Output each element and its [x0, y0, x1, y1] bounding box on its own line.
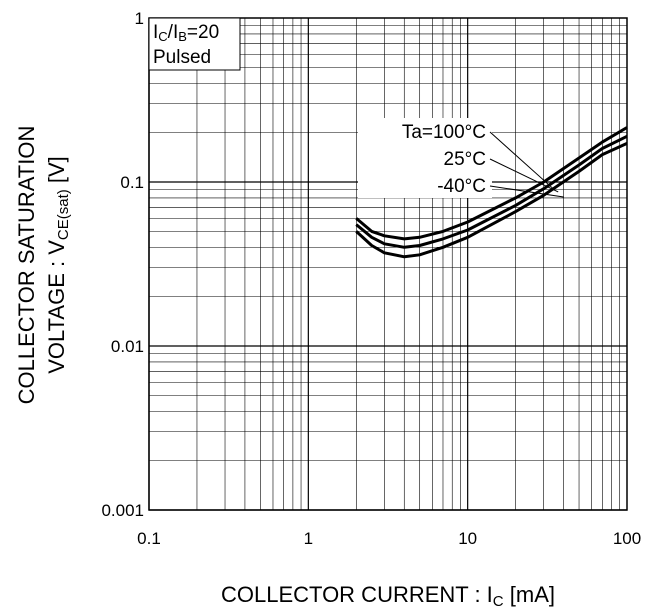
grid [148, 18, 627, 511]
plot-frame [148, 17, 628, 511]
x-tick-label: 0.1 [137, 529, 161, 548]
y-tick-label: 0.1 [120, 173, 144, 192]
x-tick-label: 1 [304, 529, 313, 548]
series-line-0 [355, 126, 628, 241]
series-leader-0 [489, 131, 553, 189]
series-label-2: -40°C [437, 176, 486, 197]
callout-background [358, 118, 492, 198]
y-axis-title-line2: VOLTAGE : VCE(sat) [V] [44, 156, 72, 374]
conditions-box: IC/IB=20 Pulsed [148, 17, 241, 71]
y-axis-title: COLLECTOR SATURATION VOLTAGE : VCE(sat) … [14, 126, 72, 405]
y-tick-label: 0.001 [101, 501, 144, 520]
series-label-1: 25°C [444, 149, 486, 170]
curves [355, 126, 628, 259]
x-tick-label: 10 [458, 529, 477, 548]
x-axis-title: COLLECTOR CURRENT : IC [mA] [221, 582, 555, 610]
x-tick-label: 100 [613, 529, 641, 548]
series-leader-1 [489, 158, 559, 193]
y-tick-labels: 1 0.1 0.01 0.001 [101, 9, 144, 520]
series-line-2 [355, 142, 628, 259]
y-axis-title-line1: COLLECTOR SATURATION [14, 126, 39, 405]
curve-callouts: Ta=100°C 25°C -40°C [358, 118, 564, 198]
series-line-1 [355, 134, 628, 249]
y-tick-label: 0.01 [111, 337, 144, 356]
series-leader-2 [489, 185, 564, 198]
x-tick-labels: 0.1 1 10 100 [137, 529, 641, 548]
ratio-label: IC/IB=20 [153, 22, 219, 44]
y-tick-label: 1 [135, 9, 144, 28]
mode-label: Pulsed [153, 47, 211, 68]
series-label-0: Ta=100°C [402, 122, 486, 143]
